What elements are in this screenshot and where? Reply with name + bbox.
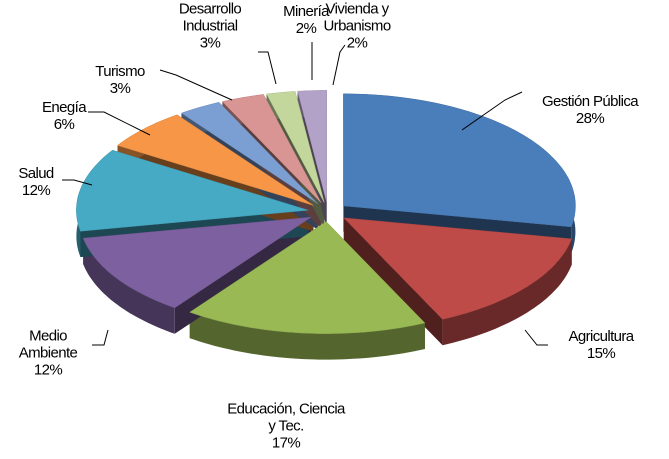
category-name: Salud — [18, 165, 54, 182]
slice — [297, 90, 327, 203]
leader-line — [258, 51, 277, 85]
slice-label: Turismo 3% — [95, 63, 145, 97]
slice — [116, 114, 314, 206]
percent-label: 12% — [21, 182, 51, 199]
percent-label: 6% — [53, 116, 75, 133]
slice — [343, 217, 573, 320]
percent-label: 15% — [586, 345, 616, 362]
slice — [189, 221, 426, 334]
leader-line — [524, 329, 548, 346]
category-name: Enegía — [42, 99, 87, 116]
percent-label: 12% — [33, 361, 63, 379]
slice-label: Gestión Pública 28% — [541, 93, 639, 127]
slice-side — [189, 312, 425, 360]
slice — [82, 216, 312, 309]
percent-label: 17% — [271, 434, 301, 452]
percent-label: 3% — [109, 80, 131, 97]
slice-wall — [343, 217, 443, 346]
percent-label: 3% — [199, 34, 221, 52]
slice-label: Educación, Ciencia y Tec. 17% — [226, 401, 346, 452]
leader-line — [62, 179, 93, 186]
slice-label: Vivienda y Urbanismo 2% — [310, 1, 405, 52]
slice — [76, 149, 309, 232]
category-name: Agricultura — [568, 328, 634, 345]
leader-line — [461, 91, 523, 131]
category-name: Turismo — [95, 63, 145, 80]
percent-label: 2% — [346, 34, 368, 52]
slice-label: Minería 2% — [283, 3, 329, 37]
leader-line — [159, 69, 233, 101]
category-name: Educación, Ciencia y Tec. — [227, 400, 345, 435]
slice — [180, 102, 318, 204]
slice — [343, 93, 576, 228]
category-name: Vivienda y Urbanismo — [323, 0, 391, 35]
percent-label: 2% — [295, 20, 317, 37]
percent-label: 28% — [575, 110, 605, 127]
slice — [266, 91, 325, 203]
slice-label: Desarrollo Industrial 3% — [168, 1, 253, 52]
slice-label: Agricultura 15% — [568, 328, 634, 362]
category-name: Minería — [283, 3, 329, 20]
category-name: Gestión Pública — [541, 93, 639, 110]
slice-label: Enegía 6% — [42, 99, 87, 133]
category-name: Desarrollo Industrial — [178, 0, 242, 35]
category-name: Medio Ambiente — [18, 327, 78, 362]
leader-line — [92, 329, 109, 346]
slice — [221, 94, 322, 204]
slice-side — [83, 238, 175, 334]
slice-label: Medio Ambiente 12% — [13, 328, 83, 379]
leader-line — [88, 111, 151, 136]
leader-line — [332, 44, 346, 86]
slice-side — [442, 238, 572, 346]
slice-label: Salud 12% — [18, 165, 54, 199]
